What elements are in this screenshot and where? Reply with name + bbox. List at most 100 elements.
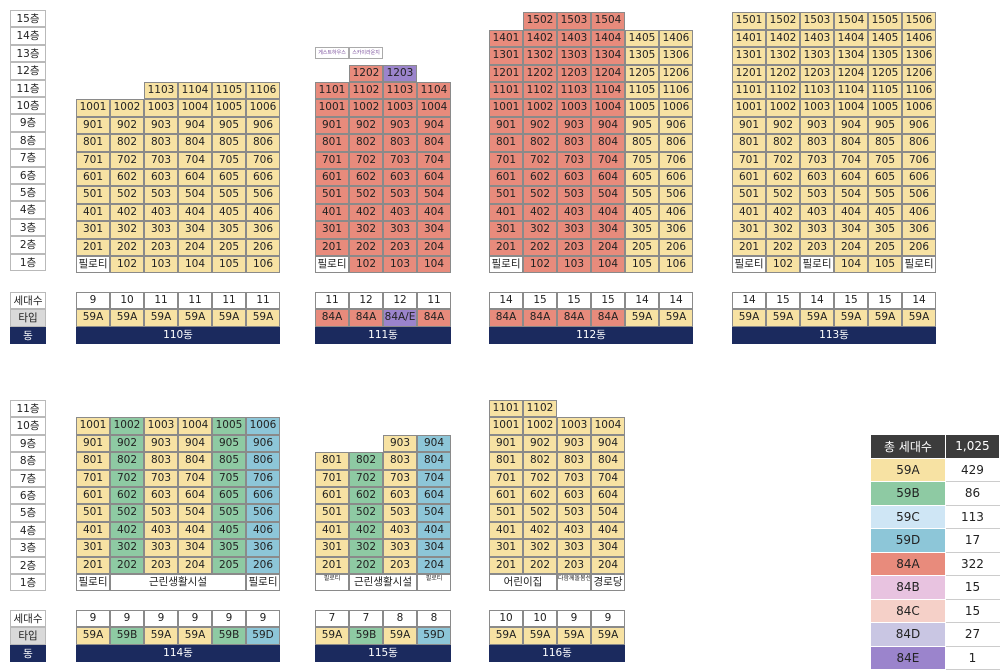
unit-cell: 302 xyxy=(523,539,557,557)
unit-cell: 602 xyxy=(349,487,383,505)
unit-cell: 1304 xyxy=(834,47,868,65)
unit-cell: 805 xyxy=(625,134,659,152)
unit-cell: 606 xyxy=(902,169,936,187)
unit-cell: 501 xyxy=(732,186,766,204)
unit-cell: 705 xyxy=(212,151,246,169)
ground-floor-cell: 경로당 xyxy=(591,574,625,592)
unit-type: 59A xyxy=(766,309,800,327)
unit-cell: 301 xyxy=(76,221,110,239)
unit-cell: 804 xyxy=(591,452,625,470)
household-count: 11 xyxy=(212,292,246,310)
unit-cell: 701 xyxy=(76,469,110,487)
unit-cell: 806 xyxy=(246,452,280,470)
unit-cell: 701 xyxy=(489,151,523,169)
unit-cell: 1103 xyxy=(800,82,834,100)
ground-floor-cell: 필로티 xyxy=(315,256,349,274)
unit-cell: 901 xyxy=(489,116,523,135)
unit-cell: 603 xyxy=(557,487,591,505)
unit-cell: 801 xyxy=(489,134,523,152)
unit-cell: 806 xyxy=(902,134,936,152)
unit-cell: 805 xyxy=(868,134,902,152)
unit-cell: 701 xyxy=(315,469,349,487)
unit-cell: 206 xyxy=(246,238,280,256)
unit-cell: 703 xyxy=(800,151,834,169)
household-count: 7 xyxy=(349,610,383,628)
household-count: 15 xyxy=(766,292,800,310)
unit-cell: 1005 xyxy=(212,99,246,117)
unit-type: 59A xyxy=(76,309,110,327)
legend-row: 84C 15 xyxy=(870,598,1001,623)
legend-row: 59B 86 xyxy=(870,481,1001,506)
unit-cell: 704 xyxy=(417,469,451,487)
building-label: 동 xyxy=(10,326,46,345)
ground-floor-cell: 필로티 xyxy=(246,574,280,592)
unit-cell: 1204 xyxy=(591,64,625,82)
ground-floor-cell: 105 xyxy=(868,256,902,274)
unit-type: 59A xyxy=(383,627,417,645)
unit-cell: 902 xyxy=(766,116,800,135)
unit-cell: 206 xyxy=(902,238,936,256)
unit-cell: 1301 xyxy=(732,47,766,65)
unit-cell: 1203 xyxy=(800,64,834,82)
unit-cell: 403 xyxy=(557,521,591,540)
legend-type: 84E xyxy=(870,645,946,670)
legend-total-label: 총 세대수 xyxy=(870,434,946,459)
unit-cell: 505 xyxy=(212,504,246,522)
unit-cell: 304 xyxy=(178,539,212,557)
unit-cell: 802 xyxy=(766,134,800,152)
unit-cell: 805 xyxy=(212,134,246,152)
floor-label: 9층 xyxy=(10,434,46,453)
unit-cell: 204 xyxy=(591,556,625,574)
unit-type: 59A xyxy=(591,627,625,645)
unit-cell: 904 xyxy=(834,116,868,135)
unit-cell: 605 xyxy=(212,487,246,505)
unit-cell: 803 xyxy=(144,452,178,470)
unit-cell: 703 xyxy=(557,469,591,487)
household-count: 10 xyxy=(523,610,557,628)
legend-row: 84D 27 xyxy=(870,622,1001,647)
legend-count: 113 xyxy=(944,504,1001,529)
household-count: 15 xyxy=(557,292,591,310)
unit-cell: 602 xyxy=(349,169,383,187)
unit-cell: 302 xyxy=(523,221,557,239)
unit-cell: 604 xyxy=(834,169,868,187)
unit-cell: 1004 xyxy=(178,99,212,117)
unit-cell: 1002 xyxy=(349,99,383,117)
ground-floor-cell: 필로티 xyxy=(417,574,451,592)
building-name: 111동 xyxy=(315,326,451,344)
unit-cell: 206 xyxy=(659,238,693,256)
legend-count: 15 xyxy=(944,598,1001,623)
unit-cell: 702 xyxy=(523,469,557,487)
unit-cell: 602 xyxy=(110,169,144,187)
household-count: 14 xyxy=(732,292,766,310)
unit-cell: 604 xyxy=(417,169,451,187)
building-name: 112동 xyxy=(489,326,693,344)
unit-cell: 1302 xyxy=(523,47,557,65)
unit-cell: 1205 xyxy=(868,64,902,82)
unit-type: 59A xyxy=(246,309,280,327)
unit-cell: 305 xyxy=(868,221,902,239)
unit-type: 84A xyxy=(523,309,557,327)
unit-cell: 605 xyxy=(625,169,659,187)
unit-cell: 901 xyxy=(489,434,523,453)
unit-type: 59A xyxy=(800,309,834,327)
unit-cell: 306 xyxy=(246,221,280,239)
unit-cell: 1205 xyxy=(625,64,659,82)
unit-type: 59A xyxy=(489,627,523,645)
legend-type: 84A xyxy=(870,551,946,576)
ground-floor-cell: 106 xyxy=(246,256,280,274)
unit-cell: 604 xyxy=(178,487,212,505)
unit-cell: 706 xyxy=(659,151,693,169)
unit-cell: 903 xyxy=(144,434,178,453)
unit-cell: 704 xyxy=(591,151,625,169)
household-count: 8 xyxy=(417,610,451,628)
unit-cell: 205 xyxy=(868,238,902,256)
unit-cell: 1005 xyxy=(625,99,659,117)
unit-cell: 502 xyxy=(349,186,383,204)
unit-cell: 1002 xyxy=(766,99,800,117)
unit-cell: 503 xyxy=(800,186,834,204)
legend-row: 59A 429 xyxy=(870,457,1001,482)
floor-label: 7층 xyxy=(10,149,46,167)
unit-cell: 303 xyxy=(144,539,178,557)
unit-cell: 605 xyxy=(212,169,246,187)
